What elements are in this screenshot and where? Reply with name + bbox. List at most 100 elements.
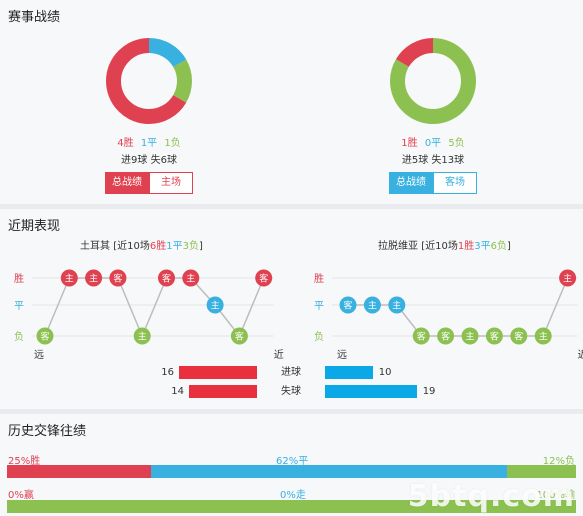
away-game-venue: 主 <box>539 331 548 343</box>
away-game-venue: 客 <box>417 331 426 343</box>
away-game-venue: 客 <box>441 331 450 343</box>
home-record-counts: 4胜 1平 1负 <box>49 134 249 149</box>
home-goals-for-bar <box>179 366 257 379</box>
home-form-wins: 6胜 <box>149 241 167 252</box>
home-game-marker <box>182 269 200 287</box>
home-game-venue: 客 <box>235 331 244 343</box>
home-form-suffix: ] <box>198 241 203 252</box>
home-game-venue: 客 <box>162 273 171 285</box>
away-game-marker <box>559 269 577 287</box>
away-goals-for: 10 <box>378 367 392 378</box>
home-game-venue: 客 <box>259 273 268 285</box>
home-record-panel: 4胜 1平 1负 进9球 失6球 总战绩 主场 <box>49 36 249 194</box>
away-form-suffix: ] <box>506 241 511 252</box>
watermark-logo: 5btq.com <box>407 479 575 514</box>
goals-for-label: 进球 <box>281 367 301 378</box>
home-tab-home[interactable]: 主场 <box>149 172 193 194</box>
handicap-loss-pct: 100%输 <box>536 490 575 501</box>
home-game-marker <box>206 296 224 314</box>
away-game-venue: 主 <box>392 300 401 312</box>
home-record-donut <box>106 38 192 124</box>
home-game-marker <box>133 327 151 345</box>
home-goals-against-bar <box>188 385 257 398</box>
away-goals-against: 19 <box>422 386 436 397</box>
history-title: 历史交锋往绩 <box>8 424 87 439</box>
away-game-marker <box>485 327 503 345</box>
away-goals-against-bar <box>325 385 417 398</box>
home-form-draws: 1平 <box>166 241 183 252</box>
home-form-line <box>44 277 265 338</box>
home-game-venue: 主 <box>89 273 98 285</box>
away-game-marker <box>437 327 455 345</box>
away-game-venue: 客 <box>490 331 499 343</box>
away-game-venue: 主 <box>465 331 474 343</box>
home-donut-loss-slice <box>106 38 192 124</box>
home-game-marker <box>60 269 78 287</box>
away-game-marker <box>388 296 406 314</box>
home-form-losses: 3负 <box>182 241 199 252</box>
history-draw-bar <box>150 465 507 478</box>
home-game-venue: 主 <box>65 273 74 285</box>
away-form-chart: 胜平负客主主客客主客客主主远近 <box>314 269 583 361</box>
home-form-chart: 胜平负 客主主客主客 主主客客远近 <box>14 269 284 361</box>
record-section: 赛事战绩 4胜 1平 1负 进9球 失6球 总战绩 主场 1胜 0平 5负 进5… <box>0 0 583 204</box>
away-game-marker <box>339 296 357 314</box>
away-tab-away[interactable]: 客场 <box>433 172 477 194</box>
away-record-panel: 1胜 0平 5负 进5球 失13球 总战绩 客场 <box>333 36 533 194</box>
home-game-marker <box>255 269 273 287</box>
home-form-prefix: [近10场 <box>113 241 150 252</box>
away-form-title: 拉脱维亚 [近10场1胜3平6负] <box>378 237 511 252</box>
away-goals-summary: 进5球 失13球 <box>401 155 465 166</box>
away-game-venue: 客 <box>343 300 352 312</box>
home-axis-label: 平 <box>14 301 24 312</box>
home-team-name: 土耳其 <box>80 241 110 252</box>
home-game-venue: 主 <box>138 331 147 343</box>
away-form-draws: 3平 <box>474 241 491 252</box>
away-game-marker <box>412 327 430 345</box>
away-form-losses: 6负 <box>490 241 507 252</box>
goals-against-label: 失球 <box>281 386 301 397</box>
home-game-marker <box>85 269 103 287</box>
away-donut-win-slice <box>390 38 476 124</box>
home-game-marker <box>230 327 248 345</box>
home-game-marker <box>109 269 127 287</box>
away-game-venue: 主 <box>368 300 377 312</box>
handicap-push-pct: 0%走 <box>280 490 306 501</box>
away-goals-for-bar <box>325 366 373 379</box>
home-far-label: 远 <box>34 349 44 361</box>
home-tab-overall[interactable]: 总战绩 <box>105 172 149 194</box>
away-axis-label: 平 <box>314 301 324 312</box>
home-game-marker <box>158 269 175 287</box>
handicap-loss-bar <box>7 500 576 513</box>
away-tab-overall[interactable]: 总战绩 <box>389 172 433 194</box>
home-game-venue: 主 <box>186 273 195 285</box>
history-loss-pct: 12%负 <box>542 456 575 467</box>
away-game-venue: 客 <box>514 331 523 343</box>
goals-against-row: 14 失球 19 <box>0 385 583 399</box>
away-axis-label: 负 <box>314 330 324 343</box>
home-goals-summary: 进9球 失6球 <box>121 155 177 166</box>
away-near-label: 近 <box>578 348 583 361</box>
away-far-label: 远 <box>337 349 347 361</box>
away-form-wins: 1胜 <box>457 241 475 252</box>
away-team-name: 拉脱维亚 <box>378 241 418 252</box>
home-game-venue: 客 <box>113 273 122 285</box>
away-draw-count: 0平 <box>424 138 442 149</box>
home-win-count: 4胜 <box>117 138 134 149</box>
away-form-line <box>348 277 569 337</box>
home-donut-win-slice <box>106 38 192 124</box>
away-game-marker <box>510 327 528 345</box>
record-title: 赛事战绩 <box>8 10 61 25</box>
home-game-venue: 主 <box>211 300 220 312</box>
goals-for-row: 16 进球 10 <box>0 366 583 380</box>
recent-form-section: 近期表现 土耳其 [近10场6胜1平3负] 拉脱维亚 [近10场1胜3平6负] … <box>0 209 583 409</box>
home-near-label: 近 <box>274 348 284 361</box>
history-win-pct: 25%胜 <box>8 456 41 467</box>
home-loss-count: 1负 <box>164 138 181 149</box>
handicap-win-pct: 0%赢 <box>8 490 34 501</box>
history-draw-pct: 62%平 <box>276 456 309 467</box>
history-section: 历史交锋往绩 25%胜 62%平 12%负 0%赢 0%走 100%输 5btq… <box>0 414 583 516</box>
home-draw-count: 1平 <box>140 138 158 149</box>
away-record-counts: 1胜 0平 5负 <box>333 134 533 149</box>
away-game-marker <box>534 327 552 345</box>
